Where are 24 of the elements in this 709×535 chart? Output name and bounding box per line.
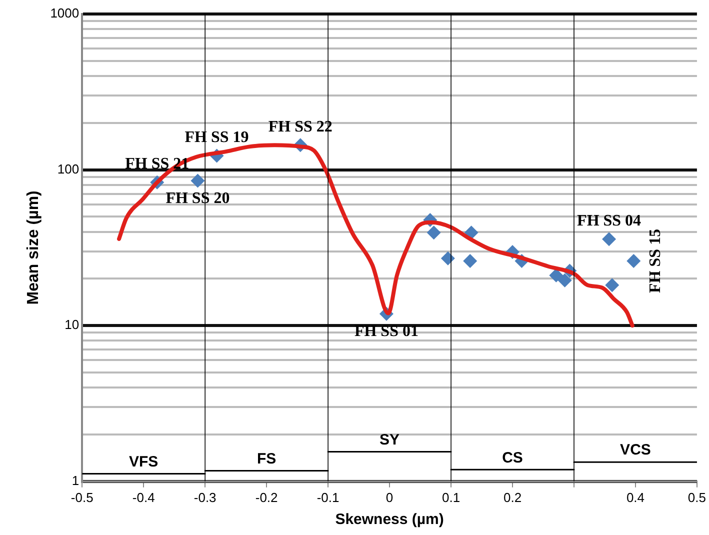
x-tick-label: 0 bbox=[386, 490, 394, 505]
series-label: CS bbox=[502, 449, 523, 466]
annotation: FH SS 01 bbox=[354, 322, 418, 340]
x-tick-label: -0.3 bbox=[194, 490, 216, 505]
series-label: VCS bbox=[620, 442, 651, 459]
annotation: FH SS 04 bbox=[577, 212, 642, 230]
x-tick-label: 0.2 bbox=[503, 490, 522, 505]
y-tick-label: 1 bbox=[72, 472, 80, 488]
y-axis-title: Mean size (µm) bbox=[25, 190, 42, 305]
annotation: FH SS 15 bbox=[646, 228, 664, 293]
x-tick-label: 0.5 bbox=[688, 490, 706, 505]
x-tick-label: 0.1 bbox=[442, 490, 460, 505]
y-tick-label: 100 bbox=[57, 161, 80, 176]
y-tick-label: 10 bbox=[64, 317, 80, 332]
x-axis-title: Skewness (µm) bbox=[335, 511, 444, 528]
x-tick-label: -0.1 bbox=[316, 490, 340, 505]
y-tick-label: 1000 bbox=[50, 6, 80, 21]
x-tick-label: -0.2 bbox=[255, 490, 278, 505]
x-tick-label: -0.5 bbox=[70, 490, 94, 505]
x-tick-label: 0.4 bbox=[626, 490, 645, 505]
series-label: SY bbox=[380, 431, 400, 448]
series-label: FS bbox=[256, 450, 276, 468]
series-label: VFS bbox=[129, 453, 158, 470]
x-tick-label: -0.4 bbox=[132, 490, 155, 505]
